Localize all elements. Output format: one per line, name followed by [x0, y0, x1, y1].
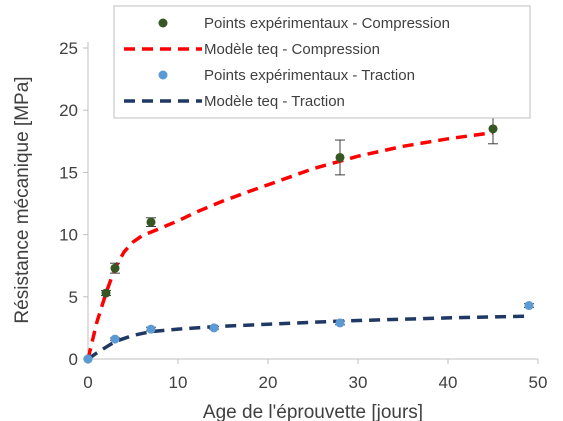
data-point: [110, 334, 120, 344]
y-axis-title: Résistance mécanique [MPa]: [12, 76, 33, 323]
legend-label: Points expérimentaux - Compression: [204, 15, 450, 32]
x-axis-title: Age de l'éprouvette [jours]: [203, 402, 423, 421]
legend-marker: [158, 70, 168, 80]
legend-label: Points expérimentaux - Traction: [204, 67, 415, 84]
data-point: [101, 288, 111, 298]
axes: 0 5 10 15 20 25 0 10 20 30 40 50: [59, 39, 547, 392]
y-tick-label: 10: [59, 226, 78, 245]
x-tick-label: 30: [349, 373, 368, 392]
data-point: [488, 124, 498, 134]
data-point: [209, 323, 219, 333]
legend-label: Modèle teq - Traction: [204, 93, 345, 110]
data-point: [110, 263, 120, 273]
y-tick-label: 15: [59, 163, 78, 182]
x-tick-label: 10: [169, 373, 188, 392]
x-tick-label: 40: [439, 373, 458, 392]
data-point: [146, 324, 156, 334]
data-point: [83, 354, 93, 364]
data-point: [146, 217, 156, 227]
y-tick-label: 5: [69, 288, 78, 307]
series-line: [87, 314, 530, 361]
series-line: [86, 130, 494, 360]
x-tick-label: 0: [83, 373, 92, 392]
data-point: [524, 301, 534, 311]
legend-marker: [158, 18, 168, 28]
data-point: [335, 152, 345, 162]
data-point: [335, 318, 345, 328]
y-tick-label: 20: [59, 101, 78, 120]
legend-label: Modèle teq - Compression: [204, 41, 380, 58]
x-tick-label: 20: [259, 373, 278, 392]
x-tick-label: 50: [529, 373, 548, 392]
series-layer: [83, 113, 534, 364]
y-tick-label: 0: [69, 350, 78, 369]
legend: Points expérimentaux - Compression Modèle…: [113, 5, 531, 119]
y-tick-label: 25: [59, 39, 78, 58]
